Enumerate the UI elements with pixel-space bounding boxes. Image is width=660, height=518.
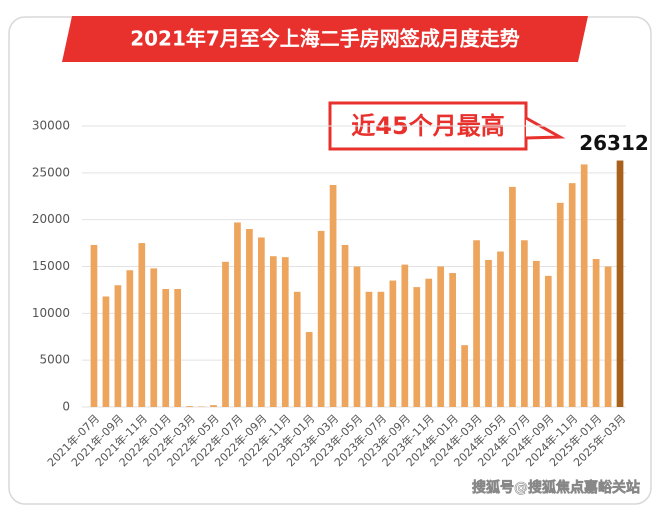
bar <box>294 292 301 407</box>
bar <box>103 296 110 407</box>
bar <box>366 292 373 407</box>
bar <box>557 203 564 407</box>
bar <box>437 267 444 408</box>
bar <box>222 262 229 407</box>
y-tick-label: 10000 <box>32 306 70 320</box>
bar <box>617 161 624 407</box>
y-tick-label: 20000 <box>32 212 70 226</box>
bar <box>354 267 361 408</box>
bar <box>569 183 576 407</box>
data-label: 26312 <box>579 131 649 155</box>
bar <box>485 260 492 407</box>
bar <box>521 240 528 407</box>
y-tick-label: 15000 <box>32 259 70 273</box>
bar <box>270 256 277 407</box>
bar <box>413 287 420 407</box>
bar <box>401 265 408 407</box>
bar <box>138 243 145 407</box>
y-tick-label: 30000 <box>32 119 70 133</box>
bar <box>425 279 432 407</box>
bar <box>330 185 337 407</box>
bar <box>174 289 181 407</box>
watermark: 搜狐号@搜狐焦点嘉峪关站 <box>472 479 640 496</box>
bar <box>545 276 552 407</box>
bar <box>342 245 349 407</box>
bar <box>91 245 98 407</box>
bar <box>533 261 540 407</box>
bar <box>282 257 289 407</box>
bar <box>378 292 385 407</box>
bar <box>497 252 504 407</box>
bar <box>449 273 456 407</box>
bar <box>593 259 600 407</box>
bar <box>186 406 193 407</box>
bar <box>162 289 169 407</box>
bar <box>473 240 480 407</box>
bar <box>318 231 325 407</box>
y-tick-label: 5000 <box>39 353 70 367</box>
bar <box>126 270 133 407</box>
bar <box>150 268 157 407</box>
chart-title: 2021年7月至今上海二手房网签成月度走势 <box>130 27 520 51</box>
y-tick-label: 25000 <box>32 165 70 179</box>
bar <box>509 187 516 407</box>
bar <box>390 281 397 407</box>
bar <box>605 267 612 408</box>
bar <box>115 285 122 407</box>
bar <box>461 345 468 407</box>
y-tick-label: 0 <box>62 400 70 414</box>
bar <box>246 229 253 407</box>
bar <box>234 222 241 407</box>
bar <box>258 237 265 407</box>
bar <box>581 164 588 407</box>
bar <box>306 332 313 407</box>
bar <box>210 405 217 407</box>
